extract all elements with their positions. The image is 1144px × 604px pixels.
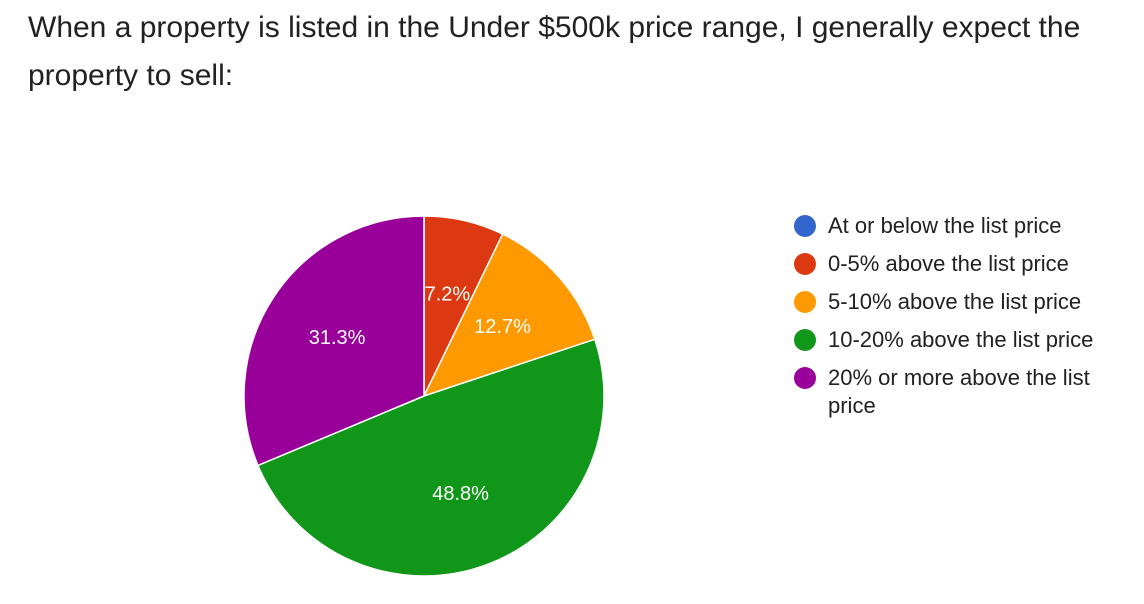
legend-swatch — [794, 253, 816, 275]
legend-label: At or below the list price — [828, 213, 1062, 238]
legend-item: 20% or more above the list price — [794, 364, 1134, 420]
legend-swatch — [794, 367, 816, 389]
legend-label: 10-20% above the list price — [828, 327, 1094, 352]
pie-slice — [256, 338, 605, 577]
legend-swatch — [794, 329, 816, 351]
legend-item: 0-5% above the list price — [794, 250, 1134, 278]
pie-slice — [243, 215, 425, 467]
legend-item: 5-10% above the list price — [794, 288, 1134, 316]
slice-value-label: 31.3% — [309, 327, 366, 349]
legend-label: 20% or more above the list price — [828, 365, 1090, 418]
legend-swatch — [794, 215, 816, 237]
legend-item: 10-20% above the list price — [794, 326, 1134, 354]
legend-item: At or below the list price — [794, 212, 1134, 240]
slice-value-label: 12.7% — [474, 316, 531, 338]
chart-legend: At or below the list price 0-5% above the… — [794, 212, 1134, 430]
legend-label: 5-10% above the list price — [828, 289, 1082, 314]
slice-value-label: 7.2% — [425, 283, 471, 305]
legend-label: 0-5% above the list price — [828, 251, 1069, 276]
question-title: When a property is listed in the Under $… — [28, 11, 1081, 92]
slice-value-label: 48.8% — [432, 483, 489, 505]
legend-swatch — [794, 291, 816, 313]
pie-slice — [422, 233, 596, 398]
